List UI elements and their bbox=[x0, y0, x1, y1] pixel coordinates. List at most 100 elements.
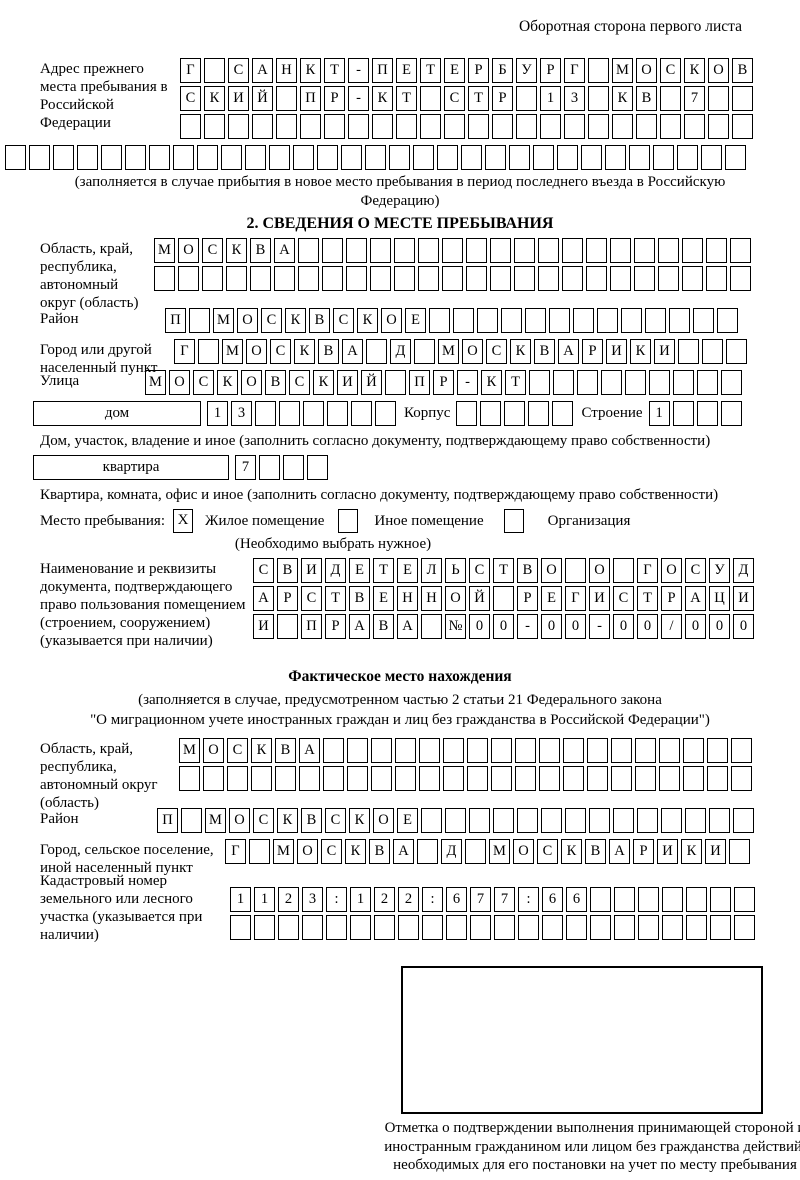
char-box[interactable] bbox=[734, 915, 755, 940]
char-box[interactable]: С bbox=[180, 86, 201, 111]
char-box[interactable]: О bbox=[237, 308, 258, 333]
char-box[interactable] bbox=[491, 738, 512, 763]
char-box[interactable] bbox=[601, 370, 622, 395]
char-box[interactable] bbox=[709, 808, 730, 833]
char-box[interactable] bbox=[658, 238, 679, 263]
char-box[interactable]: : bbox=[422, 887, 443, 912]
char-box[interactable]: В bbox=[265, 370, 286, 395]
char-box[interactable] bbox=[708, 114, 729, 139]
char-box[interactable]: Е bbox=[541, 586, 562, 611]
char-box[interactable] bbox=[659, 766, 680, 791]
char-box[interactable] bbox=[637, 808, 658, 833]
char-box[interactable] bbox=[326, 915, 347, 940]
char-box[interactable] bbox=[490, 238, 511, 263]
char-box[interactable] bbox=[733, 808, 754, 833]
char-box[interactable] bbox=[385, 370, 406, 395]
char-box[interactable] bbox=[731, 738, 752, 763]
char-box[interactable]: - bbox=[348, 58, 369, 83]
char-box[interactable]: 2 bbox=[374, 887, 395, 912]
char-box[interactable] bbox=[720, 401, 742, 426]
char-box[interactable] bbox=[661, 808, 682, 833]
char-box[interactable]: 0 bbox=[613, 614, 634, 639]
char-box[interactable] bbox=[588, 86, 609, 111]
char-box[interactable] bbox=[429, 308, 450, 333]
char-box[interactable] bbox=[323, 738, 344, 763]
char-box[interactable] bbox=[501, 308, 522, 333]
char-box[interactable]: И bbox=[657, 839, 678, 864]
char-box[interactable] bbox=[255, 401, 276, 426]
char-box[interactable] bbox=[673, 370, 694, 395]
char-box[interactable] bbox=[533, 145, 554, 170]
char-box[interactable]: О bbox=[513, 839, 534, 864]
char-box[interactable] bbox=[564, 114, 585, 139]
char-box[interactable]: С bbox=[537, 839, 558, 864]
char-box[interactable] bbox=[323, 766, 344, 791]
char-box[interactable]: О bbox=[589, 558, 610, 583]
checkbox-residential[interactable]: X bbox=[173, 509, 193, 533]
char-box[interactable]: П bbox=[372, 58, 393, 83]
char-box[interactable]: О bbox=[241, 370, 262, 395]
char-box[interactable] bbox=[477, 308, 498, 333]
char-box[interactable]: К bbox=[630, 339, 651, 364]
char-box[interactable] bbox=[228, 114, 249, 139]
char-box[interactable] bbox=[442, 238, 463, 263]
char-box[interactable]: Ь bbox=[445, 558, 466, 583]
char-box[interactable]: Е bbox=[397, 558, 418, 583]
char-box[interactable] bbox=[645, 308, 666, 333]
char-box[interactable]: С bbox=[685, 558, 706, 583]
char-box[interactable] bbox=[418, 238, 439, 263]
char-box[interactable] bbox=[466, 238, 487, 263]
char-box[interactable] bbox=[610, 238, 631, 263]
char-box[interactable] bbox=[420, 86, 441, 111]
char-box[interactable] bbox=[322, 238, 343, 263]
char-box[interactable] bbox=[303, 401, 324, 426]
char-box[interactable] bbox=[149, 145, 170, 170]
char-box[interactable]: Т bbox=[325, 586, 346, 611]
char-box[interactable] bbox=[706, 266, 727, 291]
char-box[interactable] bbox=[443, 766, 464, 791]
char-box[interactable] bbox=[697, 370, 718, 395]
char-box[interactable]: В bbox=[732, 58, 753, 83]
char-box[interactable]: 6 bbox=[542, 887, 563, 912]
char-box[interactable]: С bbox=[301, 586, 322, 611]
char-box[interactable] bbox=[493, 586, 514, 611]
char-box[interactable]: Н bbox=[397, 586, 418, 611]
char-box[interactable] bbox=[395, 738, 416, 763]
char-box[interactable]: К bbox=[372, 86, 393, 111]
char-box[interactable] bbox=[197, 145, 218, 170]
char-box[interactable] bbox=[538, 266, 559, 291]
char-box[interactable] bbox=[515, 738, 536, 763]
char-box[interactable]: И bbox=[733, 586, 754, 611]
char-box[interactable] bbox=[341, 145, 362, 170]
char-box[interactable]: Р bbox=[540, 58, 561, 83]
char-box[interactable]: С bbox=[228, 58, 249, 83]
char-box[interactable]: М bbox=[438, 339, 459, 364]
char-box[interactable]: В bbox=[277, 558, 298, 583]
char-box[interactable] bbox=[636, 114, 657, 139]
char-box[interactable]: О bbox=[297, 839, 318, 864]
char-box[interactable] bbox=[396, 114, 417, 139]
char-box[interactable] bbox=[300, 114, 321, 139]
char-box[interactable]: С bbox=[325, 808, 346, 833]
char-box[interactable] bbox=[283, 455, 304, 480]
char-box[interactable] bbox=[467, 766, 488, 791]
char-box[interactable]: Т bbox=[373, 558, 394, 583]
char-box[interactable]: Г bbox=[637, 558, 658, 583]
char-box[interactable] bbox=[729, 839, 750, 864]
char-box[interactable]: В bbox=[301, 808, 322, 833]
char-box[interactable]: М bbox=[179, 738, 200, 763]
char-box[interactable]: К bbox=[294, 339, 315, 364]
char-box[interactable] bbox=[731, 766, 752, 791]
char-box[interactable] bbox=[461, 145, 482, 170]
char-box[interactable]: И bbox=[589, 586, 610, 611]
char-box[interactable] bbox=[327, 401, 348, 426]
char-box[interactable] bbox=[348, 114, 369, 139]
char-box[interactable] bbox=[453, 308, 474, 333]
char-box[interactable] bbox=[221, 145, 242, 170]
char-box[interactable] bbox=[686, 915, 707, 940]
char-box[interactable] bbox=[365, 145, 386, 170]
char-box[interactable]: Р bbox=[633, 839, 654, 864]
char-box[interactable] bbox=[302, 915, 323, 940]
char-box[interactable] bbox=[275, 766, 296, 791]
char-box[interactable] bbox=[419, 738, 440, 763]
